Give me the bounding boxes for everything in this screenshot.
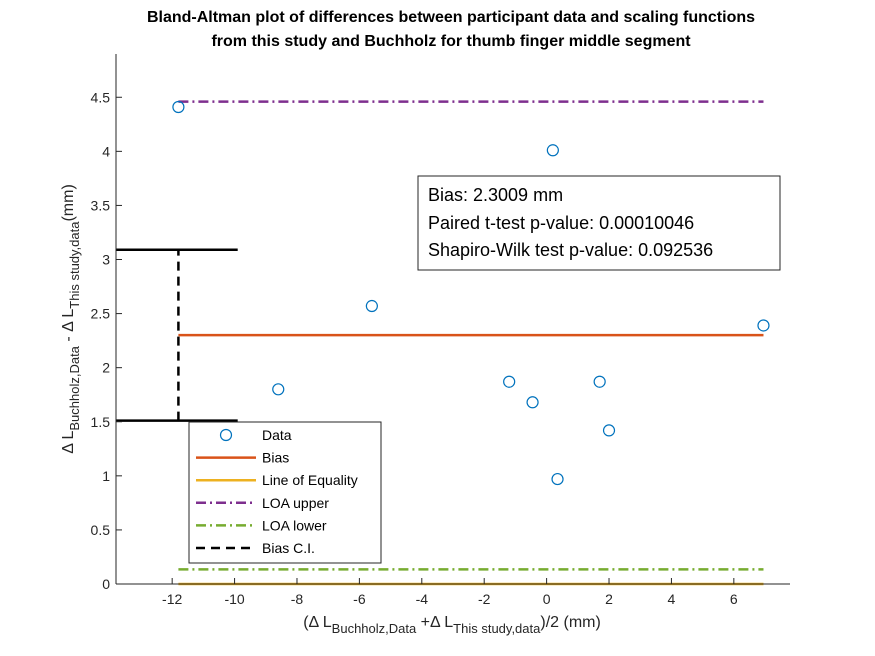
data-point	[172, 100, 185, 114]
data-point	[602, 424, 616, 437]
y-label-prefix: Δ L	[60, 431, 77, 454]
y-tick-label: 1	[102, 468, 110, 484]
x-label-mid: +Δ L	[416, 614, 453, 631]
x-tick-label: -4	[416, 591, 429, 607]
x-label-sub-1: Buchholz,Data	[332, 621, 417, 636]
x-label-sub-2: This study,data	[453, 621, 541, 636]
annotation-bias: Bias: 2.3009 mm	[428, 185, 563, 205]
x-tick-label: 2	[605, 591, 613, 607]
x-tick-label: -8	[291, 591, 304, 607]
chart-title-line-1: Bland-Altman plot of differences between…	[147, 9, 755, 26]
y-tick-label: 3.5	[91, 197, 111, 213]
y-tick-label: 2.5	[91, 306, 111, 322]
data-point	[546, 144, 559, 157]
x-label-suffix: )/2 (mm)	[540, 614, 600, 631]
y-tick-label: 4.5	[91, 89, 111, 105]
x-tick-label: 4	[668, 591, 676, 607]
legend-label-bias: Bias	[262, 450, 289, 466]
legend-swatch-data	[219, 428, 233, 442]
y-tick-label: 3	[102, 252, 110, 268]
y-label-sub-1: Buchholz,Data	[67, 345, 82, 430]
data-point	[503, 375, 516, 388]
x-axis-label: (Δ LBuchholz,Data +Δ LThis study,data)/2…	[303, 614, 601, 636]
x-tick-label: -10	[224, 591, 244, 607]
chart-title-line-2: from this study and Buchholz for thumb f…	[211, 33, 691, 50]
x-tick-label: -2	[478, 591, 491, 607]
x-tick-label: 6	[730, 591, 738, 607]
y-tick-label: 1.5	[91, 414, 111, 430]
legend-label-loa-lower: LOA lower	[262, 517, 327, 533]
data-point	[593, 375, 606, 388]
y-tick-label: 2	[102, 360, 110, 376]
y-axis-label: Δ LBuchholz,Data - Δ LThis study,data(mm…	[60, 184, 82, 454]
data-point	[757, 319, 770, 332]
legend-label-bias-c-i: Bias C.I.	[262, 540, 315, 556]
x-tick-label: 0	[543, 591, 551, 607]
x-tick-label: -6	[353, 591, 366, 607]
y-label-suffix: (mm)	[60, 184, 77, 221]
y-label-sub-2: This study,data	[67, 221, 82, 309]
x-label-prefix: (Δ L	[303, 614, 332, 631]
y-label-mid: - Δ L	[60, 309, 77, 346]
legend-label-loa-upper: LOA upper	[262, 495, 329, 511]
y-tick-label: 0	[102, 576, 110, 592]
data-point	[272, 383, 285, 396]
annotation-ttest: Paired t-test p-value: 0.00010046	[428, 213, 694, 233]
data-point	[365, 299, 378, 313]
y-tick-label: 0.5	[91, 522, 111, 538]
annotation-shapiro: Shapiro-Wilk test p-value: 0.092536	[428, 240, 713, 260]
ticks-layer: -12 -10 -8 -6 -4 -2 0 2 4 6 0 0.5 1 1.5 2 2.5 3 3.5 4 4.5	[91, 89, 738, 607]
data-point	[551, 472, 564, 486]
legend-label-line-of-equality: Line of Equality	[262, 472, 358, 488]
data-point	[526, 396, 539, 409]
y-tick-label: 4	[102, 143, 110, 159]
legend: Data Bias Line of Equality LOA upper LOA low…	[188, 421, 382, 564]
stats-annotation-box: Bias: 2.3009 mm Paired t-test p-value: 0…	[417, 175, 781, 271]
x-tick-label: -12	[162, 591, 182, 607]
legend-label-data: Data	[262, 427, 292, 443]
